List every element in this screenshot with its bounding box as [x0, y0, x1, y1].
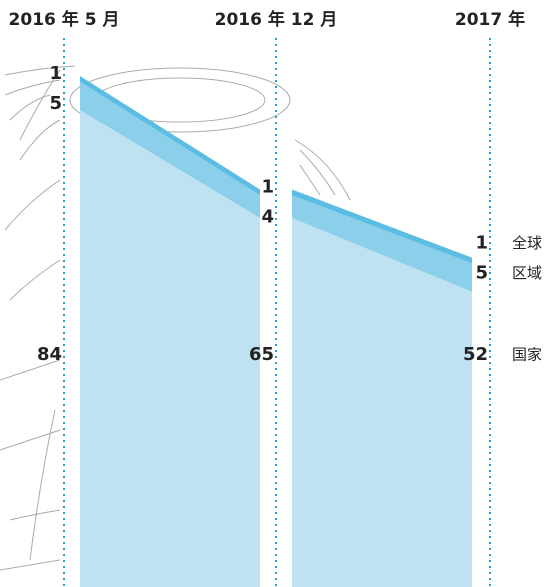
area-segment	[292, 195, 472, 292]
category-label: 2016 年 12 月	[215, 9, 338, 30]
value-label: 4	[261, 207, 274, 228]
value-label: 5	[475, 263, 488, 284]
area-segment	[292, 189, 472, 264]
area-segment	[292, 217, 472, 587]
value-label: 1	[261, 177, 274, 198]
legend-label: 区域	[512, 264, 542, 282]
value-label: 52	[463, 344, 488, 365]
value-label: 5	[49, 93, 62, 114]
value-label: 84	[37, 344, 62, 365]
legend-label: 国家	[512, 346, 542, 364]
area-segment	[80, 110, 260, 587]
value-label: 1	[49, 63, 62, 84]
legend-label: 全球	[512, 234, 542, 252]
category-label: 2016 年 5 月	[9, 9, 120, 30]
globe-decoration	[0, 65, 351, 571]
value-label: 65	[249, 344, 274, 365]
category-label: 2017 年	[455, 9, 525, 30]
area-segment	[80, 76, 260, 196]
area-segment	[80, 81, 260, 218]
value-label: 1	[475, 233, 488, 254]
